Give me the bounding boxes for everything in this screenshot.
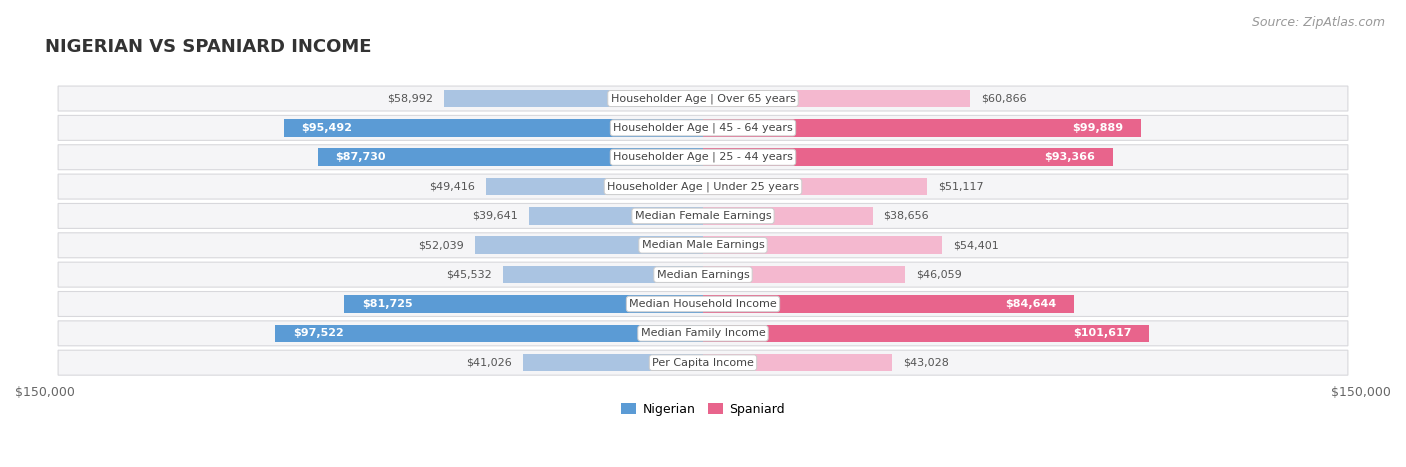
Text: Median Earnings: Median Earnings — [657, 269, 749, 280]
Text: $43,028: $43,028 — [903, 358, 949, 368]
Bar — [703, 149, 1112, 166]
Text: $99,889: $99,889 — [1073, 123, 1123, 133]
Text: $60,866: $60,866 — [981, 93, 1026, 104]
FancyBboxPatch shape — [58, 145, 1348, 170]
Text: $51,117: $51,117 — [938, 182, 984, 191]
Bar — [703, 207, 873, 225]
Text: $58,992: $58,992 — [387, 93, 433, 104]
FancyBboxPatch shape — [58, 321, 1348, 346]
Bar — [444, 90, 703, 107]
Bar — [703, 295, 1074, 313]
Text: Householder Age | Under 25 years: Householder Age | Under 25 years — [607, 181, 799, 192]
Text: Median Family Income: Median Family Income — [641, 328, 765, 338]
Text: Source: ZipAtlas.com: Source: ZipAtlas.com — [1251, 16, 1385, 29]
Bar — [344, 295, 703, 313]
Text: $95,492: $95,492 — [302, 123, 353, 133]
Bar — [523, 354, 703, 371]
Text: Per Capita Income: Per Capita Income — [652, 358, 754, 368]
FancyBboxPatch shape — [58, 233, 1348, 258]
Text: $49,416: $49,416 — [429, 182, 475, 191]
Text: Median Male Earnings: Median Male Earnings — [641, 241, 765, 250]
Text: Householder Age | 25 - 44 years: Householder Age | 25 - 44 years — [613, 152, 793, 163]
Bar — [475, 236, 703, 254]
Text: $46,059: $46,059 — [917, 269, 962, 280]
FancyBboxPatch shape — [58, 291, 1348, 317]
Legend: Nigerian, Spaniard: Nigerian, Spaniard — [616, 398, 790, 421]
Text: $87,730: $87,730 — [336, 152, 387, 162]
Text: Median Household Income: Median Household Income — [628, 299, 778, 309]
Bar — [703, 354, 891, 371]
Text: $84,644: $84,644 — [1005, 299, 1057, 309]
Bar — [276, 325, 703, 342]
FancyBboxPatch shape — [58, 86, 1348, 111]
Text: $97,522: $97,522 — [292, 328, 343, 338]
Bar — [703, 236, 942, 254]
Text: Householder Age | 45 - 64 years: Householder Age | 45 - 64 years — [613, 123, 793, 133]
Text: Median Female Earnings: Median Female Earnings — [634, 211, 772, 221]
Bar — [318, 149, 703, 166]
Text: $81,725: $81,725 — [361, 299, 412, 309]
FancyBboxPatch shape — [58, 115, 1348, 141]
Text: $41,026: $41,026 — [467, 358, 512, 368]
Text: $54,401: $54,401 — [953, 241, 998, 250]
Text: NIGERIAN VS SPANIARD INCOME: NIGERIAN VS SPANIARD INCOME — [45, 38, 371, 57]
FancyBboxPatch shape — [58, 174, 1348, 199]
FancyBboxPatch shape — [58, 204, 1348, 228]
Text: $39,641: $39,641 — [472, 211, 519, 221]
Bar — [284, 119, 703, 137]
Text: Householder Age | Over 65 years: Householder Age | Over 65 years — [610, 93, 796, 104]
Bar — [503, 266, 703, 283]
Bar — [703, 90, 970, 107]
Text: $38,656: $38,656 — [883, 211, 929, 221]
Bar — [703, 266, 905, 283]
Bar — [703, 119, 1142, 137]
Text: $45,532: $45,532 — [447, 269, 492, 280]
Bar — [486, 178, 703, 195]
FancyBboxPatch shape — [58, 350, 1348, 375]
Text: $93,366: $93,366 — [1045, 152, 1095, 162]
FancyBboxPatch shape — [58, 262, 1348, 287]
Bar — [703, 325, 1149, 342]
Text: $52,039: $52,039 — [418, 241, 464, 250]
Bar — [529, 207, 703, 225]
Bar — [703, 178, 927, 195]
Text: $101,617: $101,617 — [1073, 328, 1132, 338]
